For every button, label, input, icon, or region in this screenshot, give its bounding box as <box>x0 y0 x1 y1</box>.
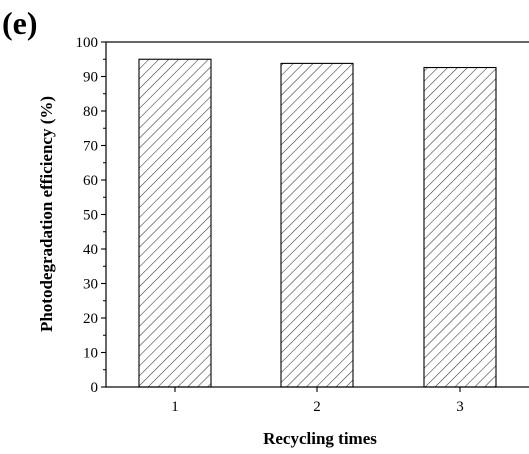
x-axis-title: Recycling times <box>263 429 377 448</box>
y-tick-label: 40 <box>83 242 98 258</box>
y-tick-label: 0 <box>91 380 99 396</box>
x-axis: 1 2 3 <box>171 387 464 415</box>
y-tick-label: 60 <box>83 173 98 189</box>
bar-3 <box>423 66 497 388</box>
y-tick-label: 100 <box>76 35 99 51</box>
y-axis-title: Photodegradation efficiency (%) <box>37 96 56 332</box>
y-tick-label: 50 <box>83 208 98 224</box>
y-tick-label: 80 <box>83 104 98 120</box>
x-tick-label: 1 <box>171 399 179 415</box>
bars-group <box>138 58 497 388</box>
y-tick-label: 90 <box>83 70 98 86</box>
x-tick-label: 3 <box>456 399 464 415</box>
bar-1 <box>138 58 212 388</box>
panel-label: (e) <box>2 5 38 41</box>
y-tick-label: 20 <box>83 311 98 327</box>
x-tick-label: 2 <box>313 399 321 415</box>
y-tick-label: 10 <box>83 346 98 362</box>
bar-2 <box>280 62 354 388</box>
y-axis: 0 10 20 30 40 50 60 70 80 90 100 <box>76 35 106 396</box>
y-tick-label: 30 <box>83 277 98 293</box>
y-tick-label: 70 <box>83 139 98 155</box>
